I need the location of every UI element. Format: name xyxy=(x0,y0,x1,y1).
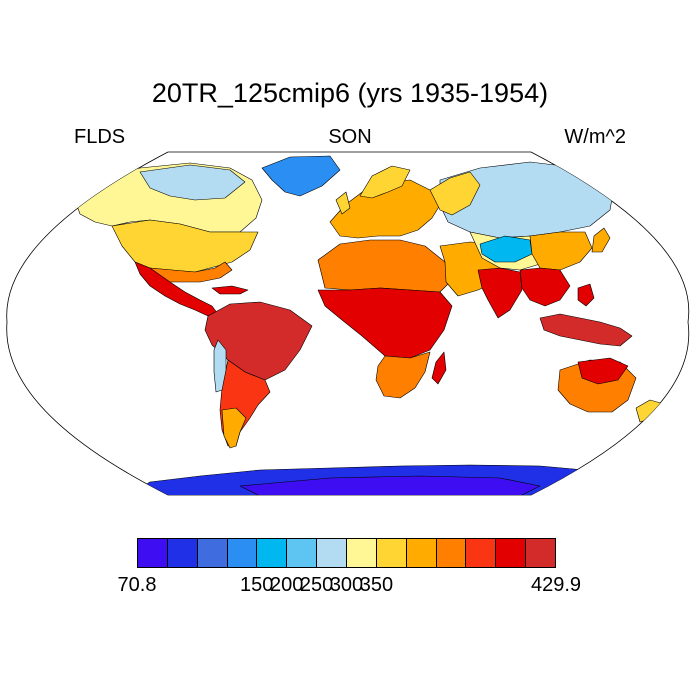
land-region xyxy=(439,161,616,239)
colorbar-box xyxy=(347,539,377,567)
land-region xyxy=(431,351,447,385)
units-label: W/m^2 xyxy=(564,126,626,148)
land-region xyxy=(221,407,247,449)
colorbar-box xyxy=(197,539,228,567)
land-region xyxy=(317,287,453,359)
colorbar-box xyxy=(406,539,437,567)
variable-label: FLDS xyxy=(74,126,126,148)
colorbar-box xyxy=(138,539,168,567)
colorbar-box xyxy=(257,539,288,567)
land-region xyxy=(539,313,633,347)
land-region xyxy=(577,283,595,307)
land-region xyxy=(213,339,227,393)
land-region xyxy=(529,231,593,271)
colorbar-tick-label: 429.9 xyxy=(530,574,582,596)
land-region xyxy=(519,267,571,307)
colorbar-box xyxy=(317,539,348,567)
colorbar-box xyxy=(376,539,407,567)
land-region xyxy=(359,165,411,199)
colorbar-tick-label: 250 xyxy=(299,574,334,596)
land-region xyxy=(139,164,246,201)
colorbar-tick-label: 70.8 xyxy=(117,574,157,596)
land-region xyxy=(591,227,611,253)
colorbar-box xyxy=(287,539,318,567)
land-region xyxy=(577,357,629,385)
colorbar-box xyxy=(526,539,556,567)
season-label: SON xyxy=(328,126,372,148)
land-region xyxy=(429,171,481,216)
land-region xyxy=(204,301,313,381)
land-region xyxy=(375,351,431,399)
colorbar-box xyxy=(466,539,497,567)
land-region xyxy=(479,235,533,263)
colorbar-box xyxy=(227,539,258,567)
colorbar-tick-label: 150 xyxy=(240,574,274,596)
colorbar-box xyxy=(167,539,198,567)
colorbar-tick-label: 300 xyxy=(329,574,364,596)
colorbar-box xyxy=(436,539,467,567)
land-region xyxy=(211,285,249,295)
colorbar-tick-label: 200 xyxy=(269,574,304,596)
land-region xyxy=(335,191,351,215)
plot-title: 20TR_125cmip6 (yrs 1935-1954) xyxy=(151,78,549,108)
land-region xyxy=(239,475,541,495)
land-region xyxy=(261,155,341,197)
land-regions xyxy=(74,155,665,495)
colorbar-box xyxy=(496,539,527,567)
colorbar-tick-label: 350 xyxy=(359,574,394,596)
land-region xyxy=(477,267,523,319)
colorbar xyxy=(137,538,556,568)
